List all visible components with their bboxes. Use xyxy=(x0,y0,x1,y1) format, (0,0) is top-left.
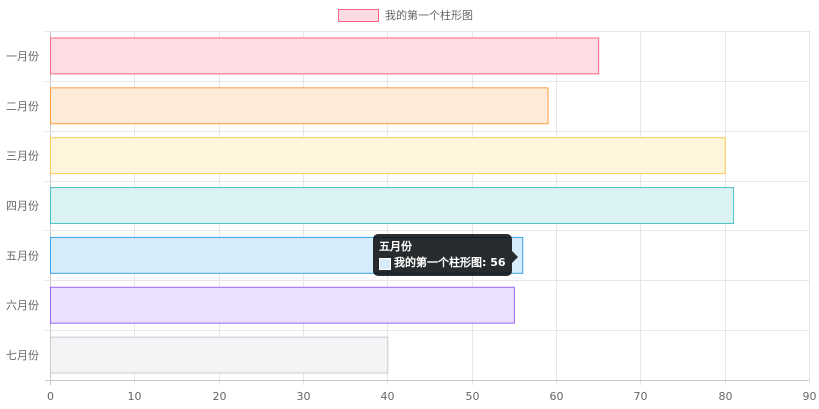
bar xyxy=(50,286,515,324)
x-tick-label: 40 xyxy=(381,390,395,403)
tooltip-label: 我的第一个柱形图: 56 xyxy=(394,256,506,269)
y-tick-label: 七月份 xyxy=(6,349,39,362)
x-tick-label: 90 xyxy=(803,390,817,403)
y-tick-label: 三月份 xyxy=(6,150,39,163)
bar xyxy=(50,187,735,224)
legend-swatch xyxy=(338,9,379,22)
x-tick-label: 70 xyxy=(634,390,648,403)
chart-tooltip: 五月份 我的第一个柱形图: 56 xyxy=(373,234,518,276)
bar xyxy=(50,137,726,175)
x-tick-label: 10 xyxy=(128,390,142,403)
bar xyxy=(50,336,389,374)
x-tick-label: 30 xyxy=(297,390,311,403)
legend-label: 我的第一个柱形图 xyxy=(385,8,473,22)
tooltip-body: 我的第一个柱形图: 56 xyxy=(379,255,506,271)
tooltip-swatch xyxy=(379,257,391,270)
y-tick-label: 一月份 xyxy=(6,50,39,63)
y-tick-label: 四月份 xyxy=(6,200,39,213)
tooltip-title: 五月份 xyxy=(379,240,412,253)
x-tick-label: 0 xyxy=(47,390,54,403)
y-tick-label: 六月份 xyxy=(6,299,39,312)
bar xyxy=(50,37,600,75)
x-tick-label: 80 xyxy=(719,390,733,403)
x-tick-label: 20 xyxy=(213,390,227,403)
x-tick-label: 60 xyxy=(550,390,564,403)
y-tick-label: 五月份 xyxy=(6,249,39,262)
bar xyxy=(50,87,549,125)
x-tick-label: 50 xyxy=(466,390,480,403)
y-tick-label: 二月份 xyxy=(6,100,39,113)
